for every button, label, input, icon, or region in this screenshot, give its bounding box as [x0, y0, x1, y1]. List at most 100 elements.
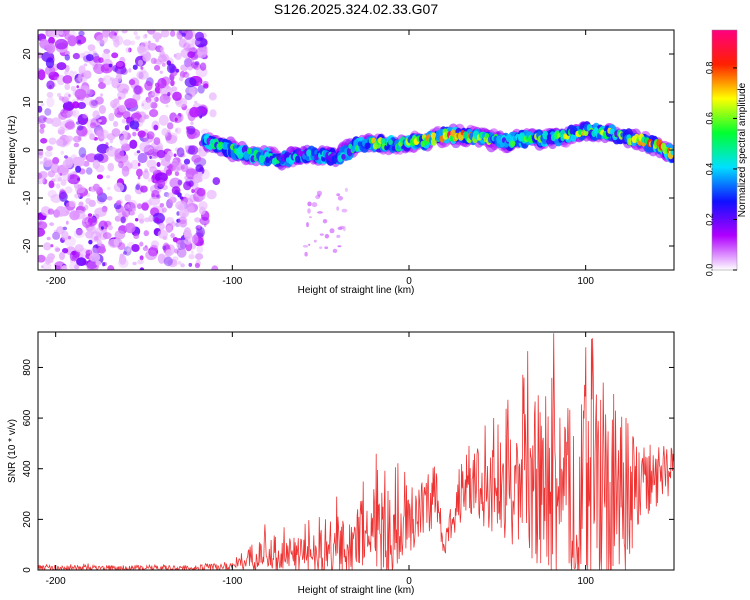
heatmap-ridge-cell — [380, 138, 386, 145]
x-tick-label: 0 — [406, 276, 412, 287]
heatmap-noise-cell — [61, 265, 68, 270]
x-tick-label: -200 — [46, 576, 66, 587]
heatmap-noise-cell — [173, 153, 177, 157]
heatmap-noise-cell — [44, 65, 56, 76]
heatmap-noise-cell — [56, 138, 64, 147]
heatmap-noise-cell — [199, 206, 206, 215]
colorbar-tick-label: 0.8 — [705, 62, 715, 75]
heatmap-ridge-cell — [265, 156, 270, 164]
heatmap-noise-cell — [124, 194, 132, 202]
colorbar-tick-label: 0.4 — [705, 163, 715, 176]
heatmap-noise-cell — [76, 85, 79, 89]
heatmap-noise-cell — [184, 238, 192, 245]
heatmap-noise-cell — [127, 199, 138, 210]
heatmap-noise-cell — [89, 133, 95, 141]
heatmap-noise-cell — [62, 75, 73, 84]
heatmap-noise-cell — [39, 161, 43, 165]
heatmap-ridge-cell — [306, 149, 312, 157]
heatmap-noise-cell — [195, 164, 204, 173]
heatmap-noise-cell — [73, 71, 78, 75]
heatmap-noise-cell — [122, 251, 127, 255]
heatmap-noise-cell — [124, 125, 130, 131]
heatmap-noise-cell — [90, 231, 102, 243]
heatmap-noise-cell — [95, 260, 102, 266]
heatmap-noise-cell — [121, 118, 127, 124]
heatmap-noise-cell — [61, 230, 69, 241]
heatmap-noise-cell — [199, 216, 210, 226]
heatmap-noise-cell — [64, 186, 73, 194]
heatmap-noise-cell — [339, 225, 345, 230]
heatmap-noise-cell — [103, 262, 107, 266]
heatmap-noise-cell — [113, 121, 119, 127]
heatmap-noise-cell — [46, 96, 55, 108]
heatmap-noise-cell — [44, 256, 51, 265]
heatmap-noise-cell — [50, 244, 54, 248]
colorbar-gradient — [712, 30, 737, 270]
heatmap-noise-cell — [307, 208, 311, 214]
heatmap-noise-cell — [191, 250, 194, 254]
heatmap-noise-cell — [199, 62, 207, 71]
heatmap-noise-cell — [64, 83, 71, 91]
heatmap-noise-cell — [195, 47, 208, 59]
snr-x-axis-label: Height of straight line (km) — [298, 585, 415, 596]
heatmap-noise-cell — [46, 236, 51, 241]
heatmap-noise-cell — [311, 202, 318, 208]
heatmap-noise-cell — [156, 162, 161, 167]
heatmap-noise-cell — [72, 109, 80, 118]
heatmap-noise-cell — [139, 117, 145, 123]
heatmap-noise-cell — [91, 52, 100, 63]
heatmap-noise-cell — [58, 111, 68, 120]
heatmap-noise-cell — [120, 216, 126, 224]
heatmap-noise-cell — [55, 247, 61, 252]
heatmap-noise-cell — [142, 53, 151, 62]
heatmap-noise-cell — [179, 196, 184, 200]
heatmap-noise-cell — [154, 217, 160, 223]
heatmap-noise-cell — [98, 77, 104, 84]
heatmap-ridge-cell — [341, 153, 346, 160]
heatmap-noise-cell — [65, 135, 74, 142]
colorbar-tick-label: 0.0 — [705, 264, 715, 277]
heatmap-ridge-cell — [218, 141, 224, 150]
heatmap-noise-cell — [111, 128, 121, 137]
heatmap-noise-cell — [77, 114, 89, 125]
heatmap-noise-cell — [85, 230, 94, 239]
heatmap-y-axis-label: Frequency (Hz) — [7, 116, 18, 185]
heatmap-noise-cell — [111, 52, 119, 59]
heatmap-noise-cell — [54, 173, 62, 183]
heatmap-noise-cell — [193, 196, 200, 202]
heatmap-noise-cell — [209, 109, 217, 118]
heatmap-noise-cell — [159, 93, 171, 104]
heatmap-noise-cell — [183, 227, 192, 238]
heatmap-noise-cell — [43, 157, 48, 162]
heatmap-noise-cell — [194, 100, 198, 104]
heatmap-noise-cell — [184, 71, 188, 75]
heatmap-noise-cell — [200, 108, 207, 113]
heatmap-y-ticks: -20 -10 0 10 20 — [22, 48, 674, 253]
heatmap-noise-cell — [96, 239, 102, 247]
heatmap-noise-cell — [59, 172, 62, 177]
heatmap-noise-cell — [187, 51, 195, 58]
heatmap-noise-cell — [72, 52, 80, 60]
heatmap-noise-cell — [87, 44, 96, 51]
heatmap-noise-cell — [40, 138, 48, 144]
heatmap-noise-cell — [344, 187, 348, 192]
heatmap-noise-cell — [141, 202, 149, 211]
heatmap-noise-cell — [188, 262, 193, 267]
heatmap-noise-cell — [206, 189, 217, 200]
heatmap-noise-cell — [153, 124, 159, 131]
heatmap-noise-cell — [148, 196, 160, 206]
heatmap-noise-cell — [53, 209, 60, 218]
x-tick-label: 0 — [406, 576, 412, 587]
heatmap-noise-cell — [152, 32, 163, 40]
heatmap-noise-cell — [113, 98, 120, 105]
heatmap-noise-cell — [136, 70, 149, 80]
heatmap-noise-cell — [183, 30, 196, 39]
heatmap-noise-cell — [142, 170, 150, 180]
heatmap-noise-cell — [175, 127, 182, 135]
heatmap-noise-cell — [147, 42, 158, 51]
heatmap-noise-cell — [64, 155, 68, 159]
heatmap-noise-cell — [144, 80, 153, 91]
heatmap-noise-cell — [89, 99, 99, 109]
heatmap-noise-cell — [77, 136, 82, 141]
heatmap-noise-cell — [126, 248, 131, 252]
